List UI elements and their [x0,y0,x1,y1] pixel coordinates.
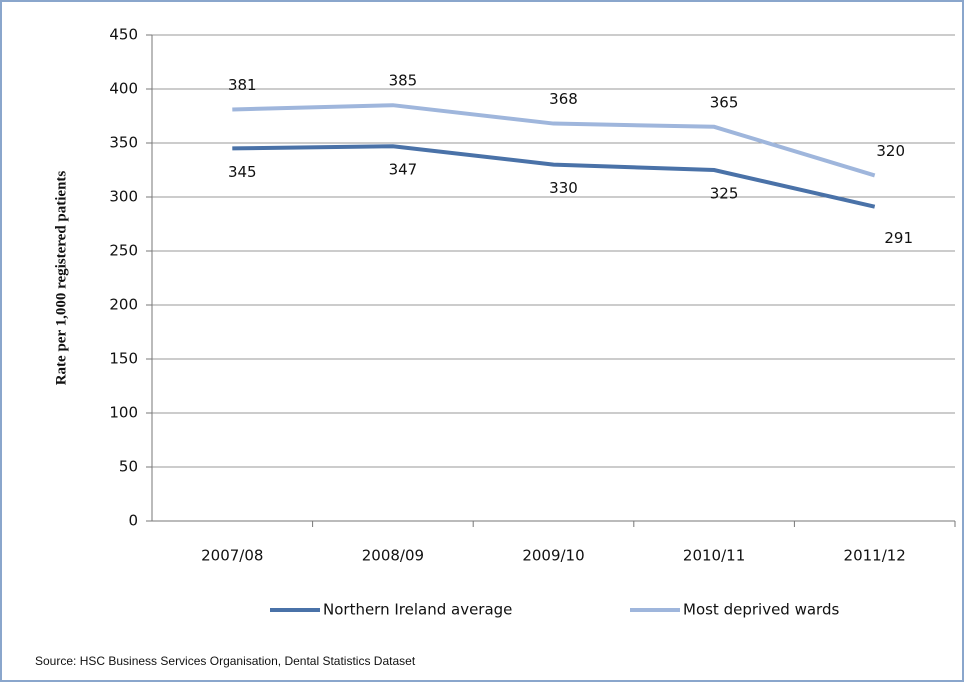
legend-label: Northern Ireland average [323,601,512,619]
data-label: 320 [876,142,905,160]
data-label: 385 [389,72,418,90]
x-tick-label: 2008/09 [362,547,424,565]
data-label: 291 [884,229,913,247]
data-label: 381 [228,76,257,94]
series-line [232,144,876,209]
data-label: 325 [710,185,739,203]
y-axis-label: Rate per 1,000 registered patients [53,171,69,386]
data-label: 345 [228,163,257,181]
y-tick-label: 400 [109,80,138,98]
data-label: 330 [549,179,578,197]
x-tick-label: 2010/11 [683,547,745,565]
legend-label: Most deprived wards [683,601,839,619]
y-tick-label: 100 [109,404,138,422]
y-tick-label: 50 [119,458,138,476]
data-label: 365 [710,93,739,111]
y-tick-label: 0 [128,512,138,530]
y-tick-label: 300 [109,188,138,206]
y-tick-label: 450 [109,26,138,44]
x-tick-label: 2007/08 [201,547,263,565]
x-tick-label: 2011/12 [844,547,906,565]
x-tick-label: 2009/10 [522,547,584,565]
data-label: 368 [549,90,578,108]
y-tick-label: 350 [109,134,138,152]
y-tick-label: 150 [109,350,138,368]
y-tick-label: 250 [109,242,138,260]
source-note: Source: HSC Business Services Organisati… [35,654,416,668]
y-tick-label: 200 [109,296,138,314]
series-line [232,103,876,178]
data-label: 347 [389,161,418,179]
